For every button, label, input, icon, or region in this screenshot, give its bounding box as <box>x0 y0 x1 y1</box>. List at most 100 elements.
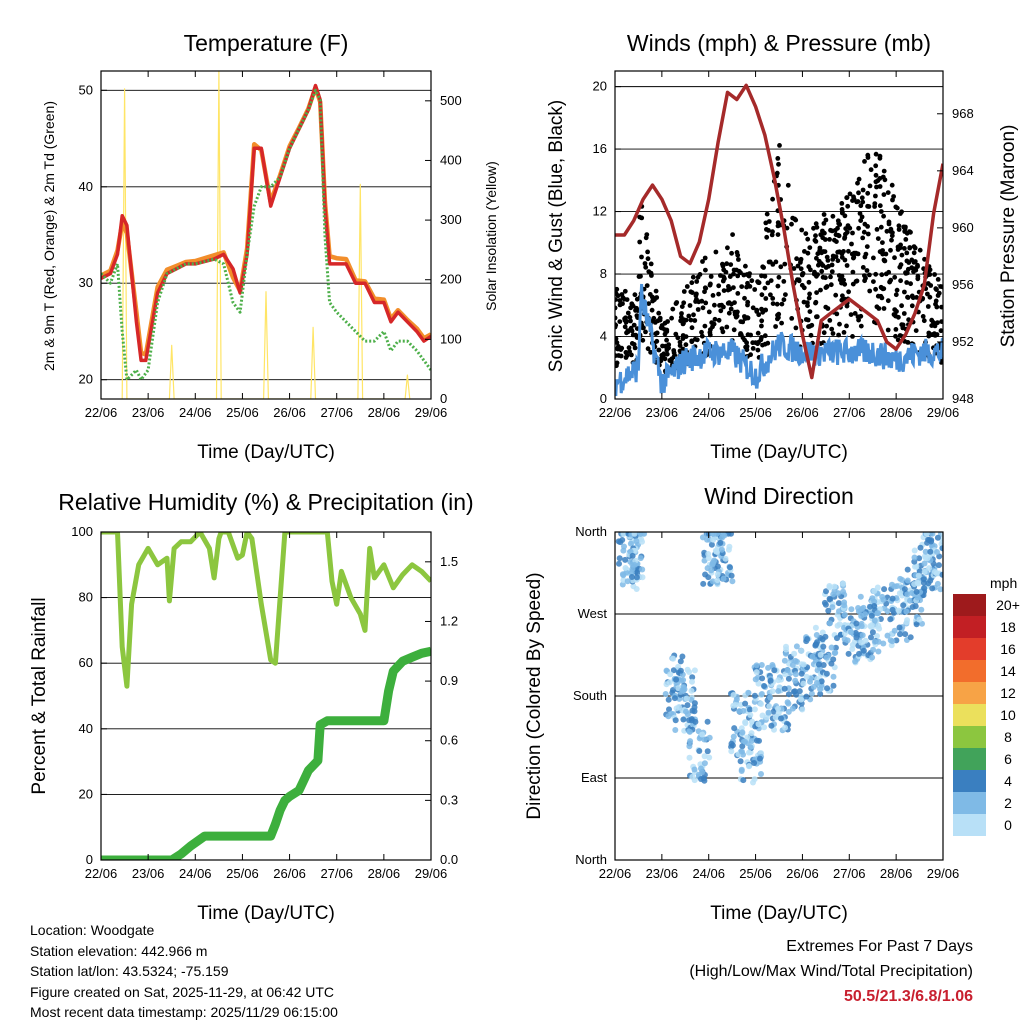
direction-point <box>871 617 878 624</box>
direction-point <box>775 677 782 684</box>
gust-point <box>781 279 787 284</box>
gust-point <box>677 339 683 345</box>
gust-point <box>620 295 626 301</box>
gust-point <box>756 280 762 286</box>
gust-point <box>749 278 755 284</box>
gust-point <box>738 319 744 324</box>
gust-point <box>877 203 883 209</box>
direction-point <box>829 604 836 611</box>
gust-point <box>849 251 855 257</box>
gust-point <box>832 237 837 243</box>
gust-point <box>802 249 807 254</box>
direction-point <box>701 760 708 767</box>
gust-point <box>615 305 618 311</box>
direction-point <box>712 547 719 554</box>
x-tick-label: 23/06 <box>646 405 679 420</box>
direction-point <box>699 769 706 776</box>
legend-swatch <box>953 792 986 814</box>
gust-point <box>830 213 836 219</box>
gust-point <box>926 333 932 339</box>
gust-point <box>750 340 756 346</box>
gust-point <box>800 271 805 277</box>
direction-point <box>688 687 695 694</box>
direction-point <box>628 569 635 576</box>
direction-point <box>826 584 833 591</box>
gust-point <box>855 199 861 204</box>
gust-point <box>878 224 884 230</box>
legend-swatch <box>953 660 986 682</box>
direction-point <box>789 662 796 668</box>
gust-point <box>699 333 705 339</box>
gust-point <box>832 228 838 233</box>
gust-point <box>620 301 625 307</box>
y-tick-label-right: 0.6 <box>440 733 458 748</box>
gust-point <box>899 252 905 258</box>
direction-point <box>793 643 800 650</box>
gust-point <box>725 287 731 293</box>
gust-point <box>644 283 650 288</box>
gust-point <box>865 152 871 158</box>
direction-point <box>732 701 739 708</box>
gust-point <box>929 317 935 323</box>
direction-point <box>677 667 684 674</box>
direction-point <box>871 588 878 594</box>
direction-point <box>884 608 891 615</box>
direction-point <box>753 669 760 676</box>
gust-point <box>688 317 694 323</box>
gust-point <box>664 351 670 357</box>
gust-point <box>853 251 859 256</box>
direction-point <box>823 670 830 677</box>
gust-point <box>702 255 708 261</box>
gust-point <box>829 326 835 332</box>
direction-point <box>841 602 848 609</box>
direction-point <box>841 636 848 643</box>
gust-point <box>673 301 679 306</box>
gust-point <box>880 240 885 246</box>
direction-point <box>745 689 752 696</box>
temperature-panel: Temperature (F) 203040500100200300400500… <box>41 30 499 463</box>
gust-point <box>901 224 907 230</box>
gust-point <box>873 193 878 199</box>
x-tick-label: 25/06 <box>739 405 772 420</box>
direction-point <box>680 716 687 723</box>
gust-point <box>728 262 734 267</box>
gust-point <box>724 324 730 330</box>
direction-point <box>826 620 833 627</box>
gust-point <box>716 291 721 297</box>
gust-point <box>917 247 923 253</box>
humidity-title: Relative Humidity (%) & Precipitation (i… <box>58 489 473 515</box>
direction-point <box>775 710 782 717</box>
direction-point <box>862 611 869 618</box>
direction-point <box>800 680 807 687</box>
y-tick-label-right: 1.5 <box>440 554 458 569</box>
direction-point <box>767 677 774 684</box>
direction-point <box>902 631 909 638</box>
gust-point <box>710 293 716 298</box>
wind-title: Winds (mph) & Pressure (mb) <box>627 30 931 56</box>
direction-point <box>809 653 816 660</box>
sonic-wind-line <box>615 283 943 396</box>
gust-point <box>775 232 781 238</box>
legend-label: 8 <box>1004 729 1012 745</box>
direction-point <box>869 595 876 602</box>
gust-point <box>904 230 910 236</box>
direction-point <box>792 677 799 684</box>
direction-point <box>875 610 881 617</box>
legend-label: 10 <box>1000 707 1016 723</box>
gust-point <box>703 300 709 306</box>
gust-point <box>646 269 652 274</box>
direction-point <box>852 629 859 636</box>
gust-point <box>708 274 714 279</box>
gust-point <box>835 218 841 224</box>
direction-point <box>896 624 903 631</box>
gust-point <box>864 244 870 250</box>
direction-point <box>925 536 932 543</box>
x-tick-label: 22/06 <box>599 866 632 881</box>
gust-point <box>649 307 655 313</box>
direction-point <box>620 572 627 579</box>
direction-xlabel: Time (Day/UTC) <box>710 903 848 924</box>
gust-point <box>856 176 862 182</box>
direction-point <box>699 731 706 738</box>
direction-point <box>714 571 721 578</box>
gust-point <box>859 214 865 220</box>
